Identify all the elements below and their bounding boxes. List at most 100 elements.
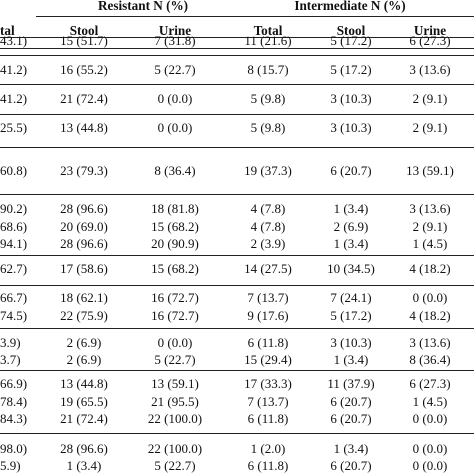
col-intermediate-stool-cell: 1 (3.4): [333, 201, 369, 216]
col-resistant-stool-cell: 13 (44.8): [60, 120, 108, 135]
col-intermediate-total-cell: 11 (21.6): [244, 33, 292, 48]
col-intermediate-urine-cell: 6 (27.3): [409, 33, 451, 48]
col-intermediate-urine-cell: 13 (59.1): [406, 163, 454, 178]
row-separator: [0, 114, 474, 115]
col-total-truncated-header: tal: [0, 23, 15, 38]
col-total-truncated-cell: 43.1): [0, 33, 28, 48]
header-resistant: Resistant N (%): [97, 0, 189, 13]
col-intermediate-urine-cell: 0 (0.0): [412, 411, 448, 426]
col-resistant-urine-cell: 16 (72.7): [151, 308, 199, 323]
row-separator: [0, 194, 474, 195]
col-intermediate-total-cell: 19 (37.3): [244, 163, 292, 178]
col-intermediate-total-cell: 6 (11.8): [247, 458, 289, 473]
col-total-truncated-cell: 74.5): [0, 308, 28, 323]
col-total-truncated-cell: 66.7): [0, 290, 28, 305]
col-intermediate-urine-cell: 4 (18.2): [409, 261, 451, 276]
col-total-truncated-cell: 66.9): [0, 376, 28, 391]
col-resistant-urine-cell: 0 (0.0): [157, 335, 193, 350]
col-total-truncated-cell: 3.7): [0, 352, 21, 367]
row-separator: [0, 255, 474, 256]
col-intermediate-total-header: Total: [253, 23, 283, 38]
col-intermediate-total-cell: 14 (27.5): [244, 261, 292, 276]
col-intermediate-urine-cell: 3 (13.6): [409, 201, 451, 216]
col-resistant-stool-cell: 15 (51.7): [60, 33, 108, 48]
col-intermediate-total-cell: 2 (3.9): [250, 236, 286, 251]
col-intermediate-total-cell: 5 (9.8): [250, 120, 286, 135]
col-intermediate-total-cell: 6 (11.8): [247, 335, 289, 350]
col-intermediate-urine-cell: 3 (13.6): [409, 62, 451, 77]
col-intermediate-total-cell: 4 (7.8): [250, 201, 286, 216]
col-intermediate-total-cell: 9 (17.6): [247, 308, 289, 323]
col-resistant-urine-cell: 5 (22.7): [154, 458, 196, 473]
col-intermediate-stool-header: Stool: [336, 23, 366, 38]
col-resistant-urine-cell: 22 (100.0): [147, 411, 203, 426]
col-resistant-stool-cell: 21 (72.4): [60, 411, 108, 426]
col-total-truncated-cell: 3.9): [0, 335, 21, 350]
col-intermediate-urine-cell: 8 (36.4): [409, 352, 451, 367]
col-intermediate-total-cell: 7 (13.7): [247, 394, 289, 409]
col-resistant-stool-cell: 28 (96.6): [60, 236, 108, 251]
col-total-truncated-cell: 25.5): [0, 120, 28, 135]
col-resistant-urine-cell: 0 (0.0): [157, 91, 193, 106]
col-intermediate-stool-cell: 5 (17.2): [330, 308, 372, 323]
col-total-truncated-cell: 68.6): [0, 219, 28, 234]
col-intermediate-stool-cell: 7 (24.1): [330, 290, 372, 305]
col-resistant-stool-cell: 28 (96.6): [60, 201, 108, 216]
col-resistant-stool-cell: 18 (62.1): [60, 290, 108, 305]
header-intermediate: Intermediate N (%): [294, 0, 406, 13]
resistant-span-rule: [36, 16, 250, 17]
col-intermediate-stool-cell: 6 (20.7): [330, 411, 372, 426]
col-resistant-stool-cell: 20 (69.0): [60, 219, 108, 234]
col-resistant-urine-cell: 5 (22.7): [154, 352, 196, 367]
col-resistant-urine-cell: 15 (68.2): [151, 261, 199, 276]
col-intermediate-total-cell: 1 (2.0): [250, 441, 286, 456]
row-separator: [0, 55, 474, 56]
col-resistant-stool-header: Stool: [69, 23, 99, 38]
col-total-truncated-cell: 60.8): [0, 163, 28, 178]
col-resistant-urine-cell: 15 (68.2): [151, 219, 199, 234]
col-resistant-urine-cell: 20 (90.9): [151, 236, 199, 251]
col-intermediate-total-cell: 6 (11.8): [247, 411, 289, 426]
col-intermediate-stool-cell: 6 (20.7): [330, 458, 372, 473]
col-intermediate-stool-cell: 3 (10.3): [330, 91, 372, 106]
col-resistant-stool-cell: 28 (96.6): [60, 441, 108, 456]
col-intermediate-urine-header: Urine: [413, 23, 447, 38]
col-intermediate-urine-cell: 6 (27.3): [409, 376, 451, 391]
col-resistant-stool-cell: 21 (72.4): [60, 91, 108, 106]
col-resistant-urine-cell: 7 (31.8): [154, 33, 196, 48]
col-intermediate-urine-cell: 2 (9.1): [412, 120, 448, 135]
col-resistant-stool-cell: 2 (6.9): [66, 352, 102, 367]
row-separator: [0, 370, 474, 371]
col-total-truncated-cell: 78.4): [0, 394, 28, 409]
col-resistant-urine-cell: 13 (59.1): [151, 376, 199, 391]
col-intermediate-stool-cell: 3 (10.3): [330, 120, 372, 135]
col-intermediate-urine-cell: 0 (0.0): [412, 458, 448, 473]
col-resistant-urine-cell: 8 (36.4): [154, 163, 196, 178]
col-resistant-urine-cell: 0 (0.0): [157, 120, 193, 135]
col-intermediate-stool-cell: 6 (20.7): [330, 394, 372, 409]
col-resistant-urine-cell: 18 (81.8): [151, 201, 199, 216]
col-resistant-urine-cell: 16 (72.7): [151, 290, 199, 305]
row-separator: [0, 84, 474, 85]
col-resistant-urine-header: Urine: [158, 23, 192, 38]
intermediate-span-rule: [245, 16, 474, 17]
col-total-truncated-cell: 98.0): [0, 441, 28, 456]
row-separator: [0, 147, 474, 148]
col-intermediate-stool-cell: 3 (10.3): [330, 335, 372, 350]
col-intermediate-urine-cell: 0 (0.0): [412, 441, 448, 456]
col-total-truncated-cell: 62.7): [0, 261, 28, 276]
row-separator: [0, 37, 474, 39]
col-total-truncated-cell: 41.2): [0, 62, 28, 77]
col-intermediate-total-cell: 15 (29.4): [244, 352, 292, 367]
col-intermediate-stool-cell: 2 (6.9): [333, 219, 369, 234]
col-intermediate-urine-cell: 3 (13.6): [409, 335, 451, 350]
col-resistant-stool-cell: 13 (44.8): [60, 376, 108, 391]
col-resistant-stool-cell: 1 (3.4): [66, 458, 102, 473]
col-intermediate-total-cell: 17 (33.3): [244, 376, 292, 391]
col-resistant-stool-cell: 17 (58.6): [60, 261, 108, 276]
row-separator: [0, 433, 474, 434]
col-total-truncated-cell: 41.2): [0, 91, 28, 106]
col-total-truncated-cell: 5.9): [0, 458, 21, 473]
col-intermediate-stool-cell: 6 (20.7): [330, 163, 372, 178]
